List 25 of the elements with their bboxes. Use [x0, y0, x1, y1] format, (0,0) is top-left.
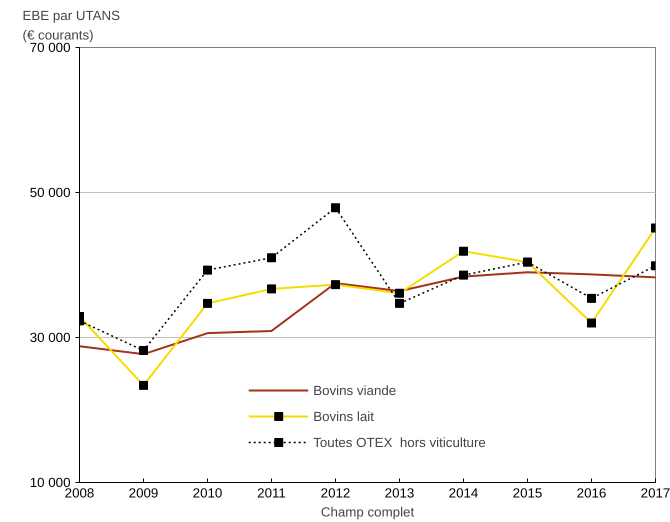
line-series: [80, 271, 656, 356]
point: [395, 298, 404, 308]
y-tick-label: 70 000: [30, 40, 70, 55]
point: [587, 294, 596, 303]
point: [139, 346, 148, 356]
legend-label: Bovins viande: [313, 382, 396, 398]
x-tick-label: 2013: [384, 486, 414, 500]
point: [267, 253, 276, 262]
y-tick-label: 50 000: [30, 185, 70, 200]
x-tick-label: 2010: [192, 486, 222, 500]
x-tick-label: 2016: [576, 486, 606, 500]
x-tick-label: 2009: [128, 486, 158, 500]
point: [459, 270, 468, 280]
y-axis-title: EBE par UTANS (€ courants): [22, 8, 120, 42]
point: [331, 203, 340, 212]
x-tick-label: 2011: [257, 486, 286, 500]
point: [203, 266, 212, 275]
x-tick-label: 2012: [320, 486, 350, 500]
legend-label: Toutes OTEX hors viticulture: [313, 434, 486, 450]
x-tick-label: 2015: [512, 486, 542, 500]
x-axis-title: Champ complet: [320, 504, 414, 520]
x-tick-label: 2017: [640, 486, 670, 500]
y-tick-label: 30 000: [30, 330, 70, 345]
x-tick-label: 2014: [448, 486, 479, 500]
legend-label: Bovins lait: [313, 408, 374, 424]
